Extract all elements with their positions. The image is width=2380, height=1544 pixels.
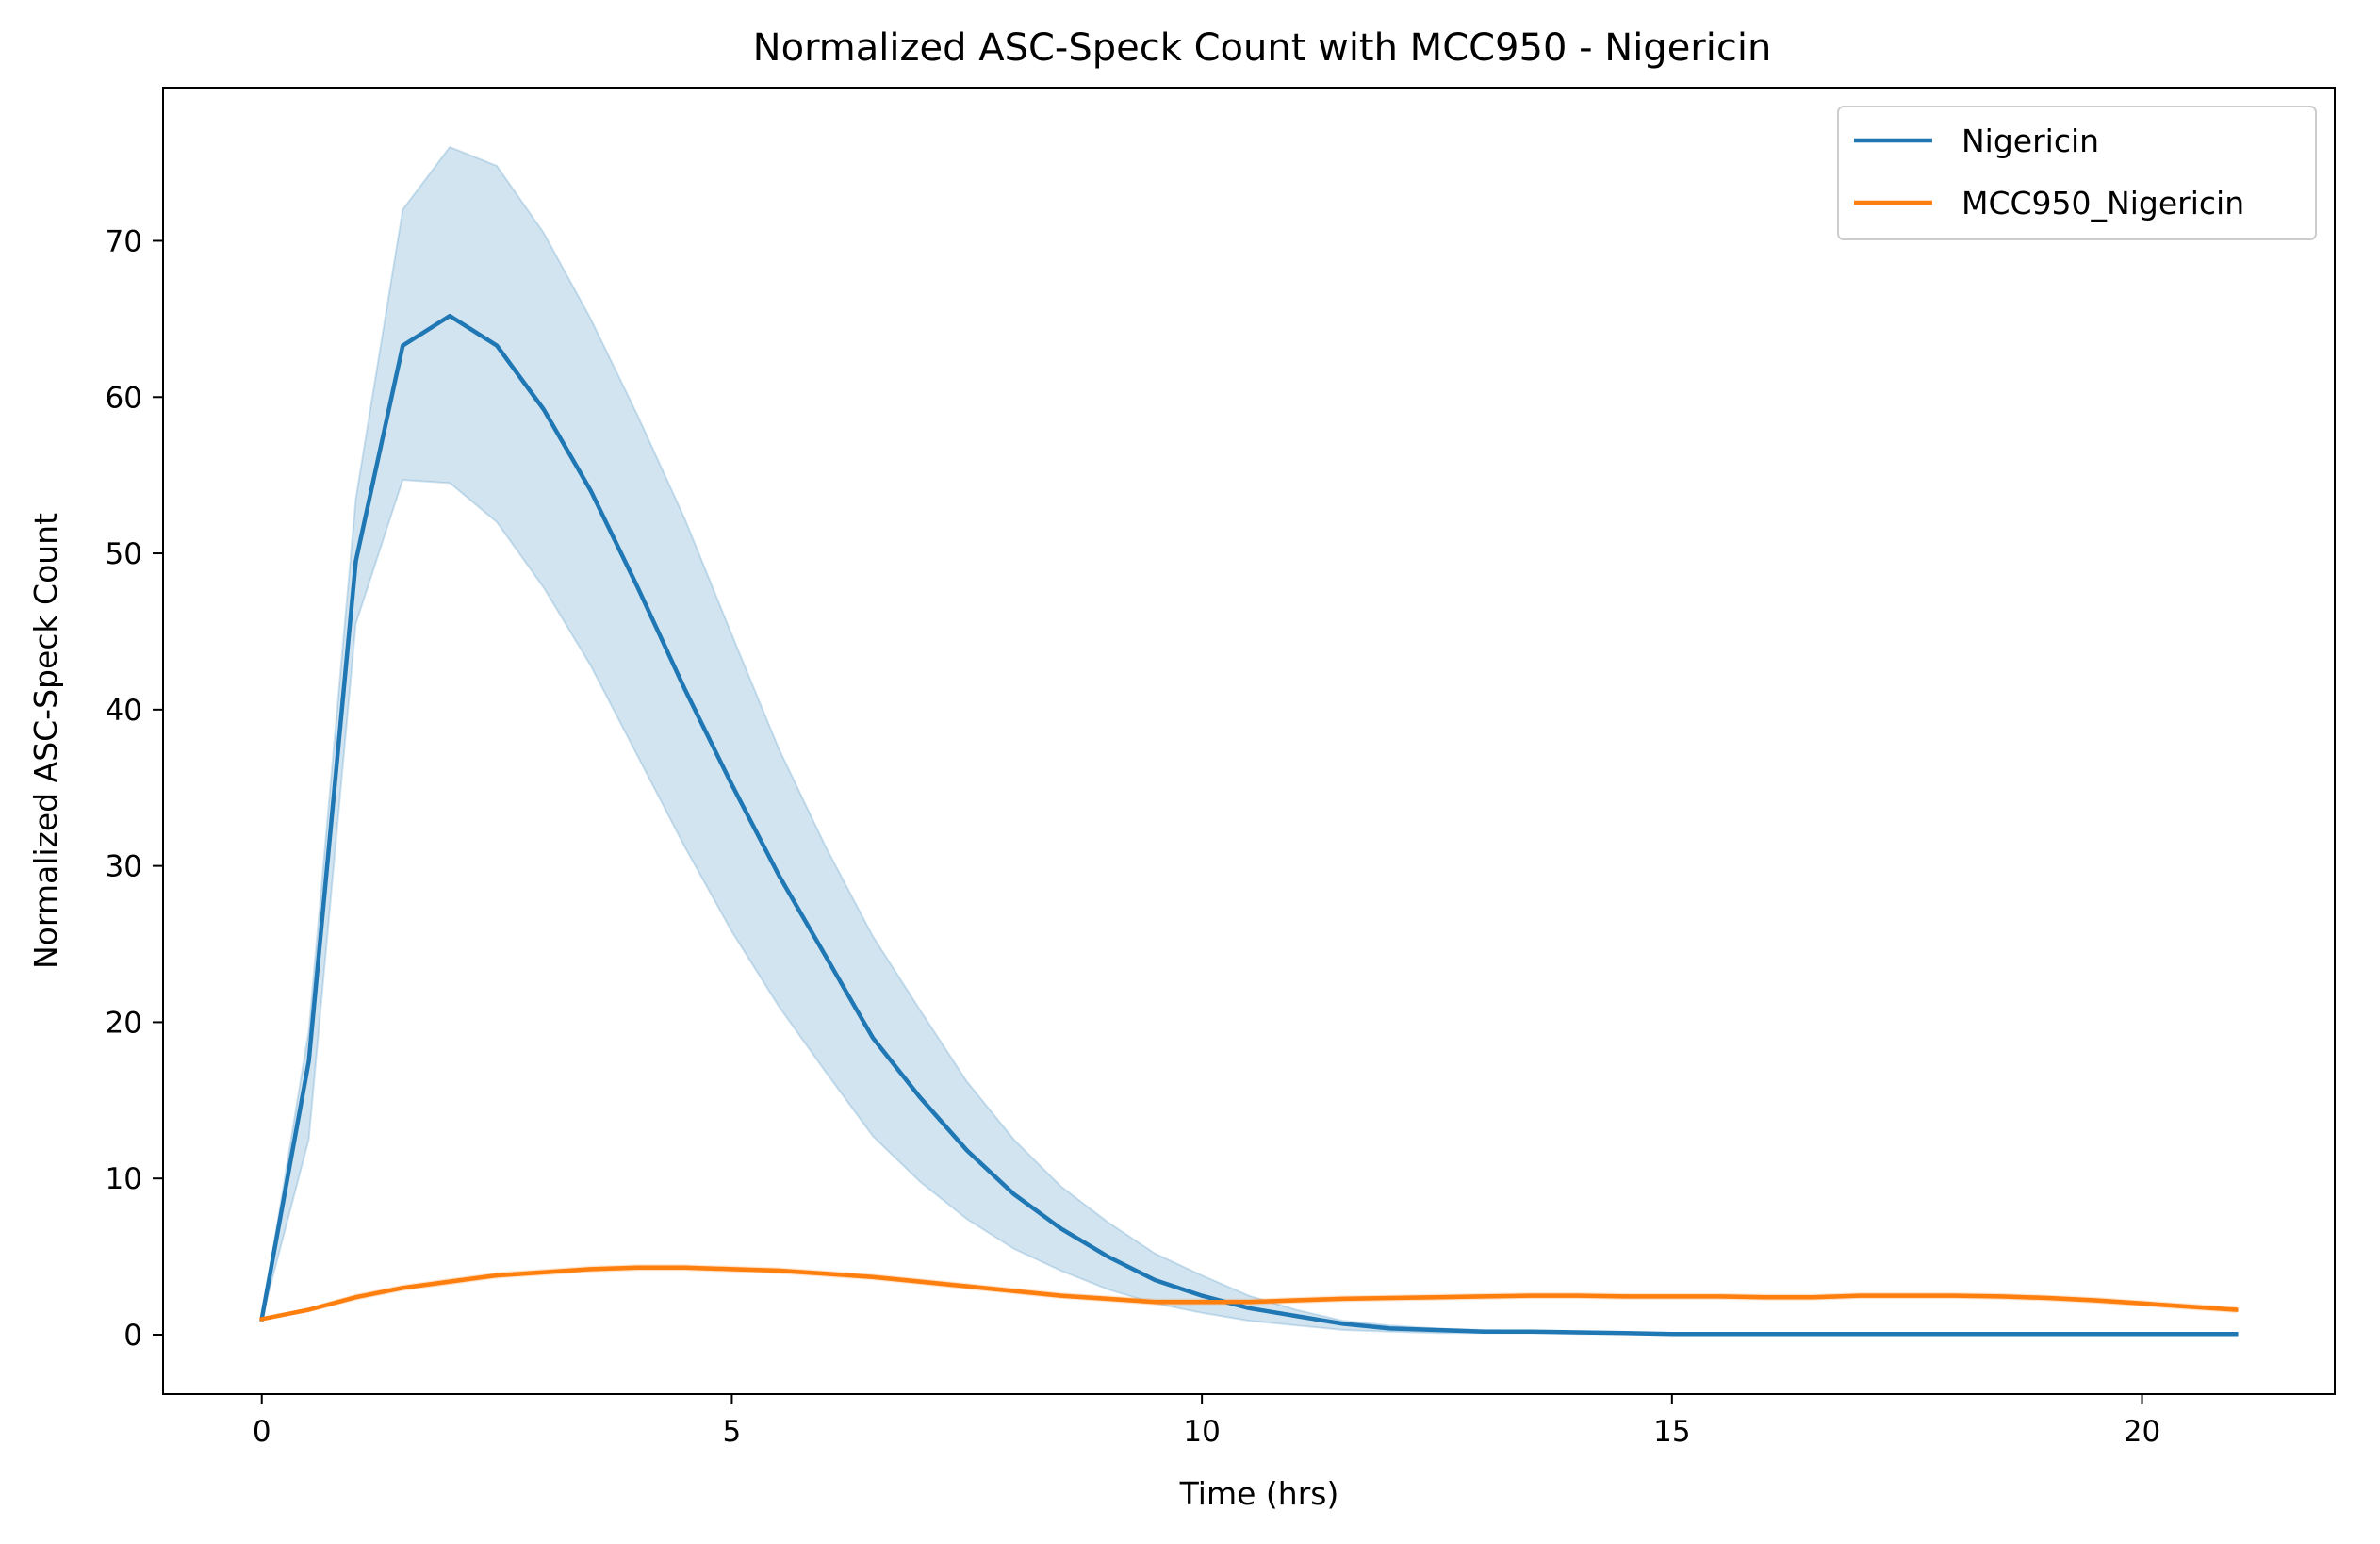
x-tick-label-10: 10 bbox=[1183, 1415, 1220, 1449]
y-tick-label-20: 20 bbox=[106, 1006, 142, 1040]
legend: Nigericin MCC950_Nigericin bbox=[1837, 106, 2317, 240]
x-axis-label: Time (hrs) bbox=[1179, 1475, 1339, 1512]
y-axis-label: Normalized ASC-Speck Count bbox=[27, 513, 64, 969]
legend-label-mcc950-nigericin: MCC950_Nigericin bbox=[1961, 185, 2244, 222]
y-axis: 0 10 20 30 40 50 60 70 bbox=[106, 224, 163, 1353]
chart-title: Normalized ASC-Speck Count with MCC950 -… bbox=[753, 26, 1772, 70]
y-tick-label-70: 70 bbox=[106, 224, 142, 258]
series-lines bbox=[259, 313, 2239, 1337]
y-tick-label-60: 60 bbox=[106, 381, 142, 415]
x-tick-label-15: 15 bbox=[1653, 1415, 1690, 1449]
y-tick-label-30: 30 bbox=[106, 850, 142, 884]
plot-area-frame bbox=[162, 87, 2336, 1395]
y-tick-label-10: 10 bbox=[106, 1162, 142, 1196]
x-tick-label-20: 20 bbox=[2124, 1415, 2160, 1449]
x-axis: 0 5 10 15 20 bbox=[253, 1394, 2160, 1449]
x-tick-label-0: 0 bbox=[253, 1415, 271, 1449]
line-nigericin bbox=[259, 313, 2239, 1337]
y-tick-label-50: 50 bbox=[106, 537, 142, 571]
legend-label-nigericin: Nigericin bbox=[1961, 123, 2099, 159]
line-mcc950-nigericin bbox=[259, 1265, 2239, 1322]
y-tick-label-0: 0 bbox=[123, 1319, 142, 1353]
legend-box bbox=[1837, 106, 2317, 240]
x-tick-label-5: 5 bbox=[723, 1415, 742, 1449]
y-tick-label-40: 40 bbox=[106, 694, 142, 728]
